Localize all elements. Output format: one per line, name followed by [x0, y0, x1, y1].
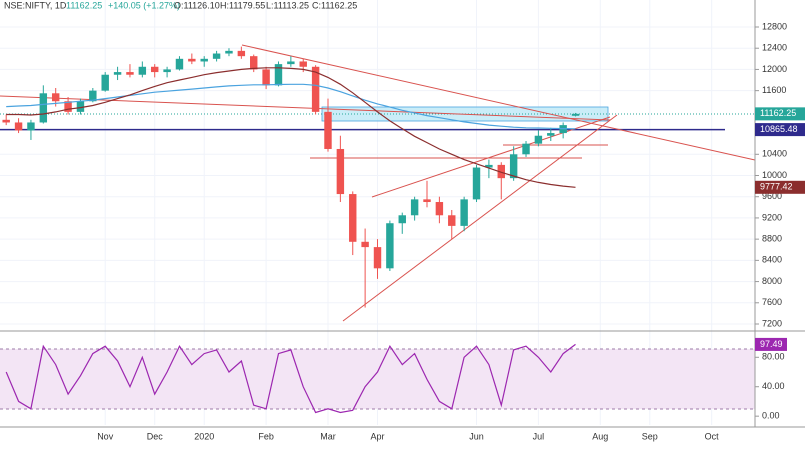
candle-body: [163, 69, 171, 73]
candle-body: [250, 56, 258, 70]
header-last: 11162.25: [66, 0, 102, 10]
price-label-box: [755, 123, 805, 137]
candle-body: [460, 199, 468, 226]
candle-body: [547, 133, 555, 136]
x-tick-label: Aug: [592, 431, 608, 441]
y-tick-label: 11600: [762, 85, 786, 95]
candle-body: [386, 223, 394, 269]
y-tick-label: 7200: [762, 318, 782, 328]
candle-body: [175, 58, 184, 70]
y-tick-label: 12800: [762, 21, 787, 31]
candle-body: [237, 50, 246, 57]
header-symbol: NSE:NIFTY, 1D: [4, 0, 67, 10]
candle-body: [101, 74, 109, 91]
y-tick-label: 8000: [762, 276, 782, 286]
candle-body: [299, 61, 307, 67]
candle-body: [534, 135, 543, 144]
candle-body: [39, 93, 48, 123]
osc-label-box: [755, 337, 787, 351]
x-tick-label: Apr: [370, 431, 384, 441]
x-tick-label: Oct: [705, 431, 720, 441]
header-change: +140.05 (+1.27%): [108, 0, 180, 10]
osc-label: 97.49: [760, 339, 783, 349]
candle-body: [89, 90, 97, 102]
ma-line: [5, 343, 576, 414]
candle-body: [361, 241, 369, 248]
candle-body: [151, 66, 159, 73]
candle-body: [14, 122, 23, 131]
candle-body: [126, 72, 134, 75]
candle-body: [448, 215, 456, 226]
candle-body: [497, 164, 505, 179]
candle-body: [262, 69, 270, 86]
candle-body: [113, 72, 122, 75]
candle-body: [188, 58, 196, 62]
x-tick-label: Mar: [320, 431, 336, 441]
y-tick-label: 8800: [762, 234, 782, 244]
y-tick-label: 8400: [762, 255, 782, 265]
candle-body: [274, 64, 283, 86]
y2-tick-label: 40.00: [762, 381, 785, 391]
candle-body: [200, 58, 208, 62]
candle-body: [324, 111, 332, 149]
candle-body: [423, 199, 431, 203]
osc-band: [0, 349, 755, 409]
ma-line: [6, 67, 576, 188]
y2-tick-label: 0.00: [762, 411, 780, 421]
x-tick-label: Jun: [469, 431, 484, 441]
header-high: H:11179.55: [220, 0, 265, 10]
price-label-box: [755, 180, 805, 194]
candle-body: [435, 202, 444, 216]
price-label-box: [755, 107, 805, 121]
candle-body: [410, 199, 419, 216]
trend-line: [0, 95, 611, 121]
header-low: L:11113.25: [266, 0, 309, 10]
candle-body: [571, 113, 580, 116]
y-tick-label: 12000: [762, 64, 787, 74]
candle-body: [287, 61, 295, 65]
x-tick-label: 2020: [194, 431, 214, 441]
labels: 7200 7600 8000 8400 8800 9200 9600 10000 10400 11…: [97, 21, 805, 441]
candle-body: [522, 143, 530, 155]
trend-line: [241, 44, 756, 161]
header-open: O:11126.10: [174, 0, 220, 10]
candle-body: [509, 154, 518, 179]
candle-body: [398, 215, 406, 224]
ma-line: [6, 83, 576, 130]
candle-body: [349, 194, 357, 242]
trend-line: [371, 116, 611, 198]
y-tick-label: 9600: [762, 191, 782, 201]
candle-body: [212, 53, 221, 59]
price-label: 9777.42: [760, 182, 793, 192]
candle-body: [76, 101, 85, 112]
trend-line: [342, 114, 618, 322]
candle-body: [472, 167, 481, 200]
price-label: 11162.25: [760, 108, 796, 118]
candle-body: [373, 247, 382, 269]
candle-body: [311, 66, 320, 112]
candle-body: [2, 119, 10, 123]
y-tick-label: 7600: [762, 297, 782, 307]
y-tick-label: 12400: [762, 43, 787, 53]
header-close: C:11162.25: [312, 0, 357, 10]
candle-body: [51, 93, 60, 102]
candle-body: [336, 148, 345, 195]
x-tick-label: Nov: [97, 431, 114, 441]
candle-body: [225, 50, 233, 54]
x-tick-label: Feb: [258, 431, 274, 441]
y2-tick-label: 80.00: [762, 352, 785, 362]
candle-body: [138, 66, 147, 75]
y-tick-label: 10400: [762, 149, 787, 159]
candle-body: [27, 122, 35, 131]
x-tick-label: Sep: [642, 431, 658, 441]
y-tick-label: 10000: [762, 170, 787, 180]
price-label: 10865.48: [760, 124, 798, 134]
marks: [2, 46, 580, 414]
x-tick-label: Jul: [533, 431, 545, 441]
y-tick-label: 9200: [762, 212, 782, 222]
candle-body: [64, 101, 72, 112]
candle-body: [485, 164, 493, 168]
x-tick-label: Dec: [147, 431, 164, 441]
